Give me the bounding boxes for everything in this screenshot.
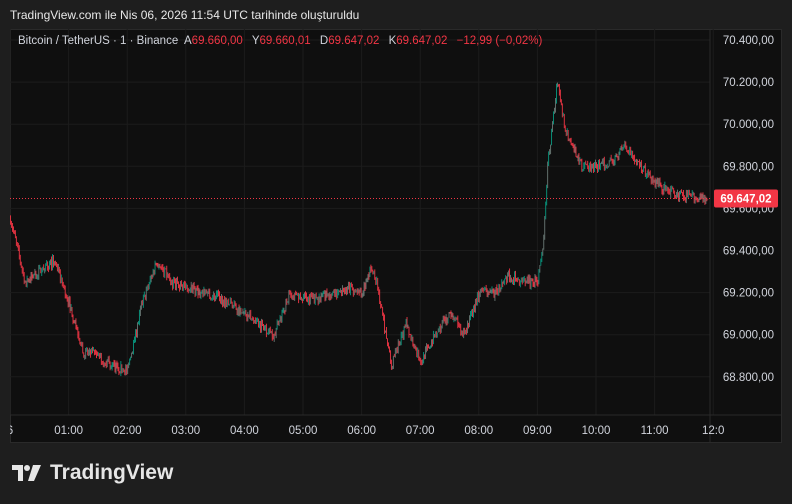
time-axis-label: 6: [10, 425, 13, 437]
time-axis-label: 05:00: [289, 425, 318, 437]
time-axis-label: 06:00: [347, 425, 376, 437]
change-value: −12,99 (−0,02%): [456, 35, 543, 47]
price-axis-label: 70.400,00: [723, 35, 774, 47]
tradingview-logo: TradingView: [12, 461, 173, 485]
time-axis-label: 02:00: [113, 425, 142, 437]
candlestick-chart[interactable]: 70.400,00 70.200,00 70.000,00 69.800,00 69.6…: [10, 29, 782, 443]
price-axis-label: 69.000,00: [723, 330, 774, 342]
chart-panel: [10, 29, 782, 443]
open-label: A: [184, 35, 192, 47]
time-axis-label: 08:00: [464, 425, 493, 437]
tradingview-logo-text: TradingView: [50, 461, 174, 484]
price-axis-label: 70.200,00: [723, 77, 774, 89]
symbol-legend: Bitcoin / TetherUS · 1 · Binance A69.660…: [18, 35, 548, 47]
last-price-label: 69.647,02: [720, 194, 771, 206]
price-axis-label: 69.400,00: [723, 246, 774, 258]
time-axis-label: 10:00: [582, 425, 611, 437]
symbol-name[interactable]: Bitcoin / TetherUS · 1 · Binance: [18, 35, 179, 47]
high-label: Y: [251, 35, 260, 47]
high-value: 69.660,01: [259, 35, 311, 47]
price-axis-label: 69.800,00: [723, 161, 774, 173]
low-label: D: [319, 35, 329, 47]
tradingview-logo-icon: [12, 465, 41, 481]
price-axis-label: 68.800,00: [723, 372, 774, 384]
open-value: 69.660,00: [191, 35, 243, 47]
time-axis-label: 01:00: [54, 425, 83, 437]
close-label: K: [388, 35, 397, 47]
time-axis-label: 03:00: [171, 425, 200, 437]
time-axis-label: 09:00: [523, 425, 552, 437]
last-price-tag: [714, 189, 778, 208]
chart-snapshot-title: TradingView.com ile Nis 06, 2026 11:54 U…: [10, 8, 360, 22]
close-value: 69.647,02: [396, 35, 448, 47]
time-axis-label: 04:00: [230, 425, 259, 437]
low-value: 69.647,02: [328, 35, 380, 47]
time-axis-label: 07:00: [406, 425, 435, 437]
price-axis-label: 70.000,00: [723, 119, 774, 131]
price-axis-label: 69.200,00: [723, 288, 774, 300]
time-axis-label: 12:0: [702, 425, 724, 437]
time-axis-label: 11:00: [641, 425, 669, 437]
